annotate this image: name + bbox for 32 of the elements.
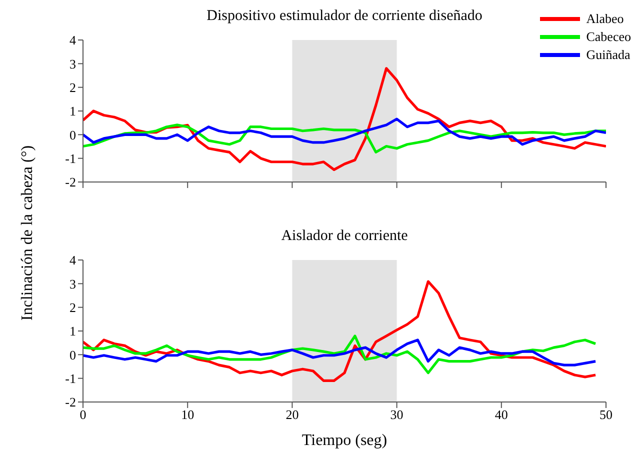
- y-tick-label: -1: [65, 370, 76, 386]
- y-tick-label: 2: [70, 300, 76, 315]
- line-series: [83, 118, 606, 146]
- x-tick-label: 10: [181, 407, 194, 422]
- x-tick-label: 0: [80, 407, 86, 422]
- y-tick-label: 3: [70, 276, 76, 292]
- legend-label: Cabeceo: [586, 28, 631, 46]
- x-tick-label: 20: [286, 407, 299, 422]
- y-tick-label: -1: [65, 150, 76, 166]
- line-series: [83, 67, 606, 171]
- line-series: [83, 334, 597, 374]
- y-tick-label: 0: [70, 347, 76, 362]
- legend-label: Alabeo: [586, 10, 624, 28]
- x-tick-label: 30: [390, 407, 404, 422]
- x-tick-label: 40: [494, 407, 508, 422]
- chart-title: Aislador de corriente: [280, 228, 409, 245]
- y-tick-label: 4: [70, 252, 76, 268]
- chart-title: Dispositivo estimulador de corriente diseñado: [206, 8, 482, 24]
- x-tick-label: 50: [600, 407, 612, 422]
- y-tick-label: 4: [70, 32, 76, 48]
- y-tick-label: -2: [65, 174, 76, 190]
- legend-label: Guiñada: [586, 46, 630, 64]
- y-tick-label: 0: [70, 127, 76, 142]
- line-series: [83, 124, 606, 154]
- y-tick-label: 3: [70, 56, 76, 72]
- x-axis-title: Tiempo (seg): [300, 432, 388, 449]
- y-axis-title: Inclinación de la cabeza (°): [19, 145, 37, 321]
- y-tick-label: 1: [70, 104, 76, 119]
- line-series: [83, 338, 597, 366]
- y-tick-label: 2: [70, 80, 76, 95]
- y-tick-label: 1: [70, 324, 76, 339]
- y-tick-label: -2: [65, 394, 76, 410]
